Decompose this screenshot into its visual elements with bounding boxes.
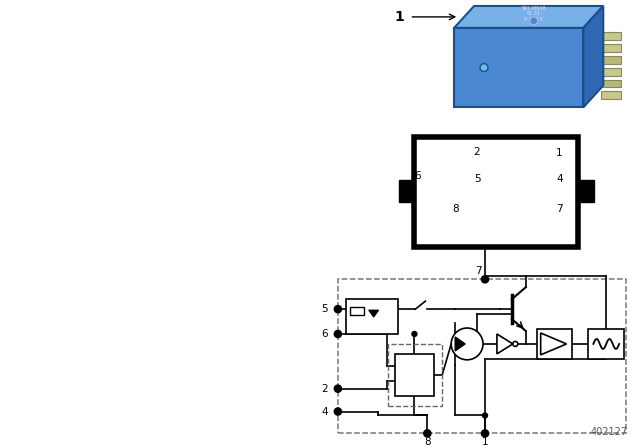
Text: 4: 4	[321, 406, 328, 417]
Bar	[346, 299, 397, 334]
Circle shape	[480, 64, 488, 72]
Bar	[415, 137, 579, 246]
Text: 8: 8	[452, 204, 458, 214]
Text: 1: 1	[395, 10, 404, 24]
Polygon shape	[584, 6, 604, 108]
Circle shape	[424, 430, 431, 437]
Text: 7: 7	[475, 267, 481, 276]
Text: 2: 2	[321, 383, 328, 394]
Circle shape	[335, 408, 341, 415]
Polygon shape	[454, 6, 604, 28]
Text: 1: 1	[482, 437, 488, 448]
Bar	[388, 344, 442, 405]
Text: 5: 5	[474, 174, 481, 184]
Polygon shape	[541, 333, 566, 355]
Bar	[602, 56, 621, 64]
Text: 402127: 402127	[591, 427, 628, 437]
Bar	[350, 307, 364, 315]
Circle shape	[481, 276, 488, 283]
Bar	[602, 32, 621, 40]
Polygon shape	[497, 334, 513, 354]
Circle shape	[481, 430, 488, 437]
Circle shape	[530, 17, 538, 25]
Polygon shape	[455, 337, 465, 351]
Text: 6: 6	[321, 329, 328, 339]
Text: 8: 8	[424, 437, 431, 448]
Text: 2: 2	[474, 147, 481, 157]
Bar	[579, 180, 595, 202]
Text: 4: 4	[556, 174, 563, 184]
Polygon shape	[369, 310, 379, 317]
Circle shape	[335, 385, 341, 392]
Circle shape	[513, 341, 518, 346]
Bar	[602, 68, 621, 76]
Bar	[454, 28, 584, 108]
Text: 1: 1	[556, 148, 563, 158]
Bar	[399, 180, 415, 202]
Bar	[588, 329, 624, 359]
Bar	[394, 354, 435, 396]
Bar	[602, 79, 621, 87]
Circle shape	[335, 331, 341, 337]
Bar	[338, 279, 626, 433]
Circle shape	[412, 332, 417, 336]
Bar	[537, 329, 572, 359]
Circle shape	[483, 413, 488, 418]
Text: 5: 5	[321, 304, 328, 314]
Circle shape	[335, 306, 341, 313]
Bar	[602, 44, 621, 52]
Bar	[602, 91, 621, 99]
Text: SRL-M048
61.31
8 368 X: SRL-M048 61.31 8 368 X	[522, 6, 546, 22]
Text: 7: 7	[556, 204, 563, 214]
Circle shape	[451, 328, 483, 360]
Text: 6: 6	[414, 171, 420, 181]
